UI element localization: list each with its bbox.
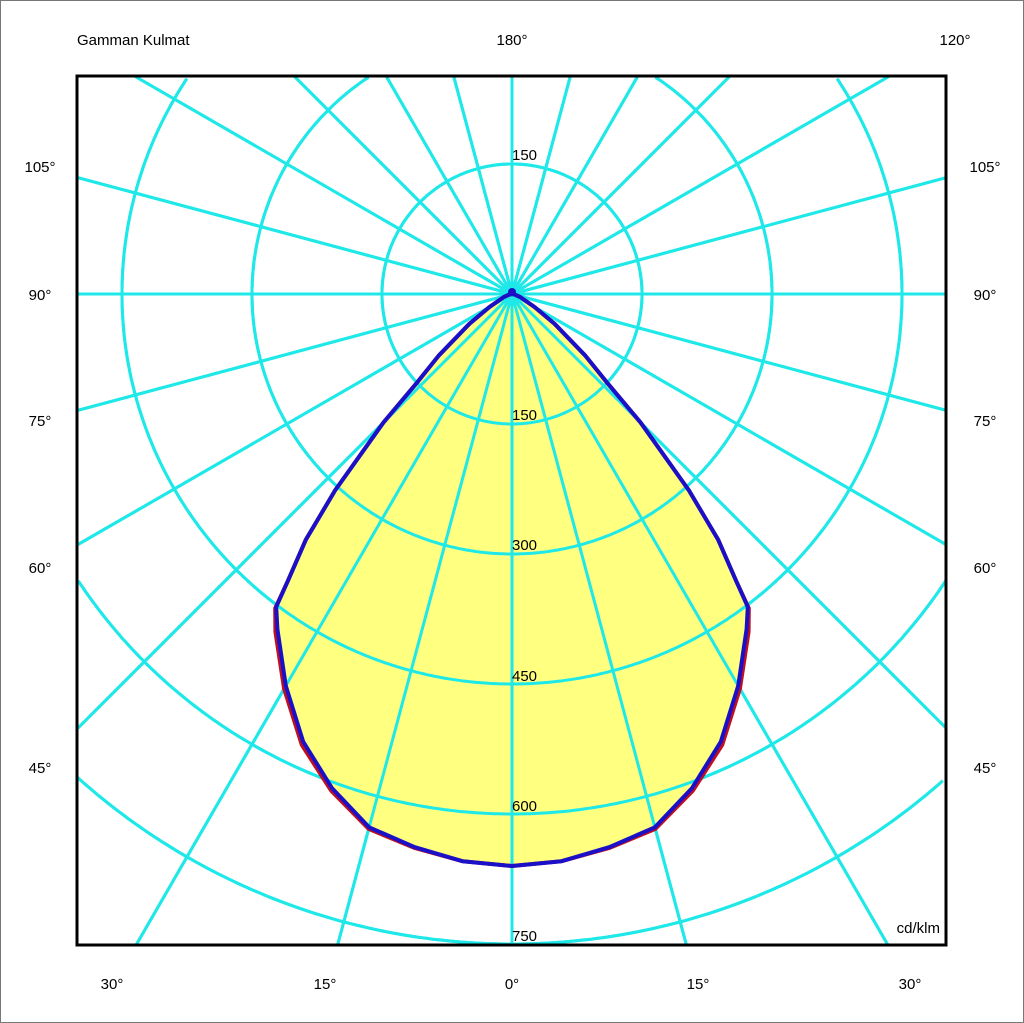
radial-tick-label-top-150: 150	[512, 147, 537, 164]
polar-grid-overlay	[75, 74, 948, 946]
grid-radial-line-345	[336, 293, 514, 946]
grid-radial-line-255	[76, 175, 513, 296]
grid-radial-line-60	[511, 292, 947, 546]
left-angle-labels: 105° 90° 75° 60° 45°	[24, 159, 55, 777]
plot-frame	[75, 74, 948, 947]
grid-radial-line-240	[133, 74, 513, 296]
angle-label-60-left: 60°	[29, 560, 52, 577]
angle-label-15-left: 15°	[314, 976, 337, 993]
angle-label-105-left: 105°	[24, 159, 55, 176]
top-angle-label-120: 120°	[939, 32, 970, 49]
chart-title: Gamman Kulmat	[77, 32, 190, 49]
angle-label-45-left: 45°	[29, 760, 52, 777]
intensity-curve-primary	[274, 292, 750, 868]
grid-radial-line-150	[510, 75, 640, 295]
bottom-angle-labels: 30° 15° 0° 15° 30°	[101, 976, 922, 993]
grid-radial-line-75	[511, 292, 947, 412]
grid-circle-600	[77, 580, 947, 816]
grid-circle-450	[120, 77, 904, 686]
grid-radial-line-315	[75, 292, 514, 731]
grid-radial-line-330	[134, 293, 514, 946]
angle-label-15-right: 15°	[687, 976, 710, 993]
grid-radial-line-195	[452, 75, 514, 295]
angle-label-60-right: 60°	[974, 560, 997, 577]
grid-radial-line-285	[76, 292, 513, 413]
angle-label-30-right: 30°	[899, 976, 922, 993]
angle-label-45-right: 45°	[974, 760, 997, 777]
origin-dot	[508, 288, 516, 296]
radial-tick-labels: 150 150 300 450 600 750	[512, 147, 537, 945]
grid-radial-line-225	[292, 74, 514, 296]
grid-radial-line-300	[76, 292, 513, 547]
curve-lines	[273, 288, 751, 869]
right-angle-labels: 105° 90° 75° 60° 45°	[969, 159, 1000, 777]
grid-radial-line-165	[510, 75, 572, 295]
radial-tick-label-450: 450	[512, 668, 537, 685]
unit-label: cd/klm	[897, 920, 940, 937]
radial-tick-label-300: 300	[512, 537, 537, 554]
grid-circle-300	[250, 75, 774, 556]
grid-radial-line-105	[511, 176, 947, 296]
grid-radial-line-210	[384, 75, 514, 295]
angle-label-0: 0°	[505, 976, 519, 993]
grid-radial-line-120	[511, 74, 891, 296]
angle-label-105-right: 105°	[969, 159, 1000, 176]
angle-label-75-left: 75°	[29, 413, 52, 430]
radial-tick-label-750: 750	[512, 928, 537, 945]
angle-label-90-left: 90°	[29, 287, 52, 304]
top-angle-label-180: 180°	[496, 32, 527, 49]
angle-label-90-right: 90°	[974, 287, 997, 304]
grid-radial-line-45	[510, 292, 948, 730]
angle-label-75-right: 75°	[974, 413, 997, 430]
grid-circle-750	[76, 775, 944, 946]
grid-radial-line-30	[510, 293, 890, 946]
radial-tick-label-600: 600	[512, 798, 537, 815]
grid-radial-line-135	[510, 74, 732, 296]
grid-radial-line-15	[510, 293, 688, 946]
angle-label-30-left: 30°	[101, 976, 124, 993]
radial-tick-label-150: 150	[512, 407, 537, 424]
